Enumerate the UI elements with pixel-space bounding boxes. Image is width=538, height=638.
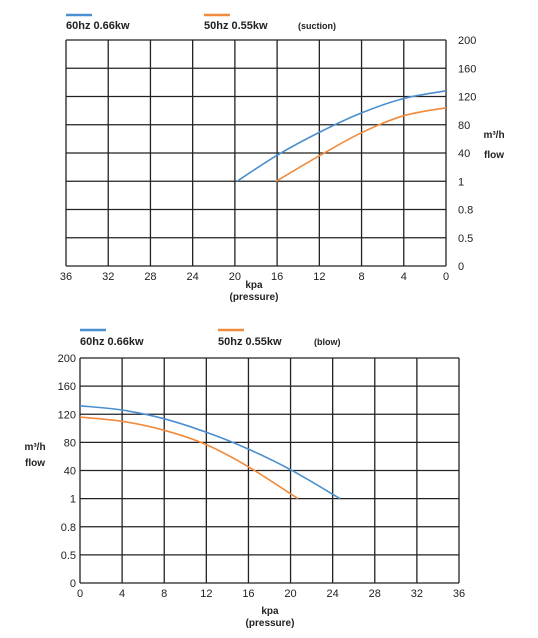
x-tick-label: 24: [187, 271, 199, 283]
series-line-1: [275, 107, 447, 182]
x-tick-label: 0: [443, 271, 449, 283]
chart-note: (blow): [314, 337, 341, 347]
y-tick-label: 200: [58, 353, 76, 365]
y-tick-label: 120: [58, 409, 76, 421]
series-line-0: [236, 90, 447, 182]
x-tick-label: 16: [271, 271, 283, 283]
x-tick-label: 32: [411, 588, 423, 600]
y-tick-label: 1: [70, 494, 76, 506]
x-tick-label: 16: [242, 588, 254, 600]
y-tick-label: 40: [458, 148, 470, 160]
x-tick-label: 8: [358, 271, 364, 283]
y-tick-label: 120: [458, 92, 476, 104]
x-tick-label: 32: [102, 271, 114, 283]
y-axis-sublabel: flow: [25, 458, 45, 469]
y-tick-label: 1: [458, 176, 464, 188]
x-tick-label: 0: [77, 588, 83, 600]
x-axis-sublabel: (pressure): [246, 618, 295, 629]
y-tick-label: 40: [64, 466, 76, 478]
y-tick-label: 0.8: [61, 522, 76, 534]
x-tick-label: 12: [313, 271, 325, 283]
y-axis-sublabel: flow: [484, 150, 504, 161]
x-tick-label: 36: [453, 588, 465, 600]
series-line-0: [79, 405, 341, 500]
y-tick-label: 0: [70, 578, 76, 590]
legend-label: 60hz 0.66kw: [80, 336, 144, 348]
y-tick-label: 0.8: [458, 205, 473, 217]
y-tick-label: 160: [58, 381, 76, 393]
y-tick-label: 0: [458, 261, 464, 273]
y-axis-label: m³/h: [483, 130, 504, 141]
x-tick-label: 20: [229, 271, 241, 283]
x-axis-sublabel: (pressure): [230, 292, 279, 303]
y-tick-label: 80: [64, 437, 76, 449]
x-axis-label: kpa: [245, 280, 263, 291]
x-tick-label: 12: [200, 588, 212, 600]
blow-chart: 0 4 8 12 16 20 24 28 32 36 0 0.5 0.8 1 40 80 120 160 200 kp…: [24, 328, 465, 629]
y-tick-label: 0.5: [458, 233, 473, 245]
legend-label: 60hz 0.66kw: [66, 20, 130, 32]
x-tick-label: 8: [161, 588, 167, 600]
x-tick-label: 4: [401, 271, 407, 283]
y-tick-label: 200: [458, 35, 476, 47]
y-tick-label: 160: [458, 63, 476, 75]
x-tick-label: 36: [60, 271, 72, 283]
x-tick-label: 28: [144, 271, 156, 283]
x-tick-label: 28: [369, 588, 381, 600]
x-tick-label: 20: [284, 588, 296, 600]
x-tick-label: 24: [327, 588, 339, 600]
suction-chart: 36 32 28 24 20 16 12 8 4 000.50.814080120160200kp…: [60, 13, 505, 303]
y-tick-label: 80: [458, 120, 470, 132]
x-axis-label: kpa: [261, 606, 279, 617]
x-tick-label: 4: [119, 588, 125, 600]
grid: [79, 357, 460, 584]
y-axis-label: m³/h: [24, 442, 45, 453]
series-line-1: [79, 416, 299, 500]
legend-label: 50hz 0.55kw: [218, 336, 282, 348]
chart-note: (suction): [298, 21, 336, 31]
y-tick-label: 0.5: [61, 550, 76, 562]
legend-label: 50hz 0.55kw: [204, 20, 268, 32]
grid: [65, 39, 447, 267]
